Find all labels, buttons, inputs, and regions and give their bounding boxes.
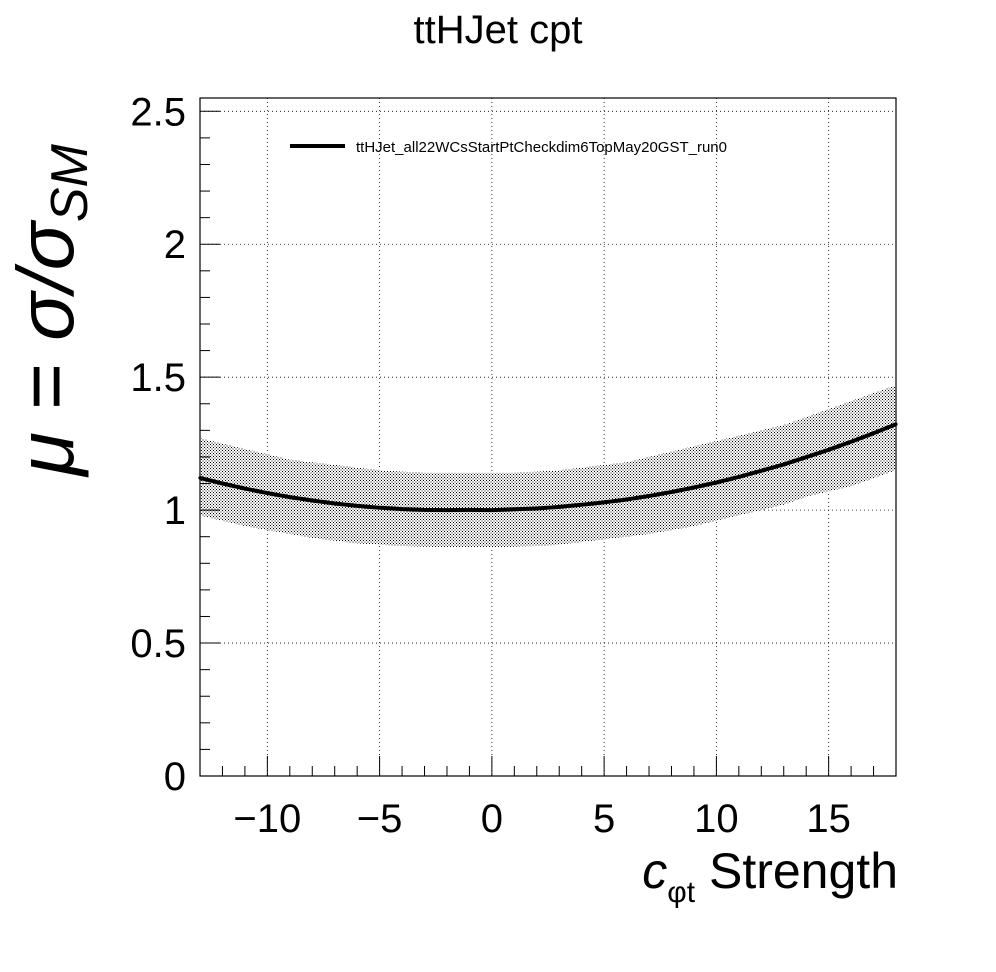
- data-point: [265, 491, 269, 495]
- data-point: [602, 500, 606, 505]
- data-point: [220, 481, 225, 486]
- data-point: [535, 506, 539, 511]
- data-point: [445, 508, 449, 512]
- y-axis-label-sigma: σ/σ: [1, 222, 90, 341]
- x-tick-label: −10: [233, 797, 301, 841]
- x-tick-labels: −10 −5 0 5 10 15: [233, 797, 850, 841]
- data-point: [647, 494, 651, 498]
- data-point: [669, 490, 674, 494]
- y-axis-label-mu: μ: [1, 432, 90, 476]
- data-point: [624, 497, 629, 502]
- y-tick-label: 0.5: [130, 622, 186, 666]
- x-tick-label: −5: [357, 797, 403, 841]
- y-tick-label: 2: [164, 223, 186, 267]
- y-tick-label: 1: [164, 489, 186, 533]
- y-axis-label-equals: =: [1, 340, 90, 433]
- series-line: [199, 422, 897, 513]
- data-point: [467, 508, 472, 512]
- chart-title: ttHJet cpt: [413, 8, 583, 52]
- data-point: [490, 508, 494, 512]
- legend-label: ttHJet_all22WCsStartPtCheckdim6TopMay20G…: [356, 139, 727, 156]
- x-tick-label: 10: [694, 797, 739, 841]
- data-point: [692, 485, 696, 490]
- x-tick-label: 15: [806, 797, 851, 841]
- uncertainty-band: [200, 385, 896, 548]
- y-tick-label: 1.5: [130, 356, 186, 400]
- x-axis-label-symbol: c: [642, 843, 668, 899]
- y-tick-label: 2.5: [130, 90, 186, 134]
- series-lines: [198, 422, 898, 513]
- data-point: [288, 495, 292, 499]
- data-point: [512, 507, 516, 511]
- data-point: [400, 507, 404, 511]
- data-point: [714, 480, 718, 485]
- data-point: [243, 486, 247, 491]
- data-point: [333, 501, 337, 506]
- grid-lines: [200, 98, 896, 777]
- band-area: [200, 385, 896, 548]
- y-tick-labels: 0 0.5 1 1.5 2 2.5: [130, 90, 186, 799]
- plot-frame: [199, 97, 897, 777]
- data-point: [827, 448, 831, 452]
- y-axis-label-subscript: SM: [41, 144, 99, 223]
- legend: ttHJet_all22WCsStartPtCheckdim6TopMay20G…: [290, 139, 727, 156]
- data-point: [871, 431, 876, 435]
- data-point: [378, 506, 382, 510]
- data-point: [557, 505, 561, 509]
- x-tick-label: 5: [593, 797, 615, 841]
- x-axis-label-subscript: φt: [667, 876, 696, 909]
- x-axis-label-suffix: Strength: [695, 843, 898, 899]
- data-point: [580, 503, 584, 507]
- data-point: [782, 462, 786, 466]
- axis-ticks: [200, 110, 897, 777]
- x-axis-label: cφt Strength: [642, 842, 898, 910]
- data-point: [804, 455, 808, 459]
- data-point: [355, 504, 359, 508]
- y-tick-label: 0: [164, 755, 186, 799]
- y-axis-label: μ = σ/σSM: [1, 100, 99, 520]
- x-tick-label: 0: [481, 797, 503, 841]
- data-point: [759, 469, 763, 473]
- data-point: [849, 440, 853, 444]
- data-point: [737, 475, 741, 479]
- data-point: [310, 498, 314, 503]
- data-point: [422, 508, 427, 512]
